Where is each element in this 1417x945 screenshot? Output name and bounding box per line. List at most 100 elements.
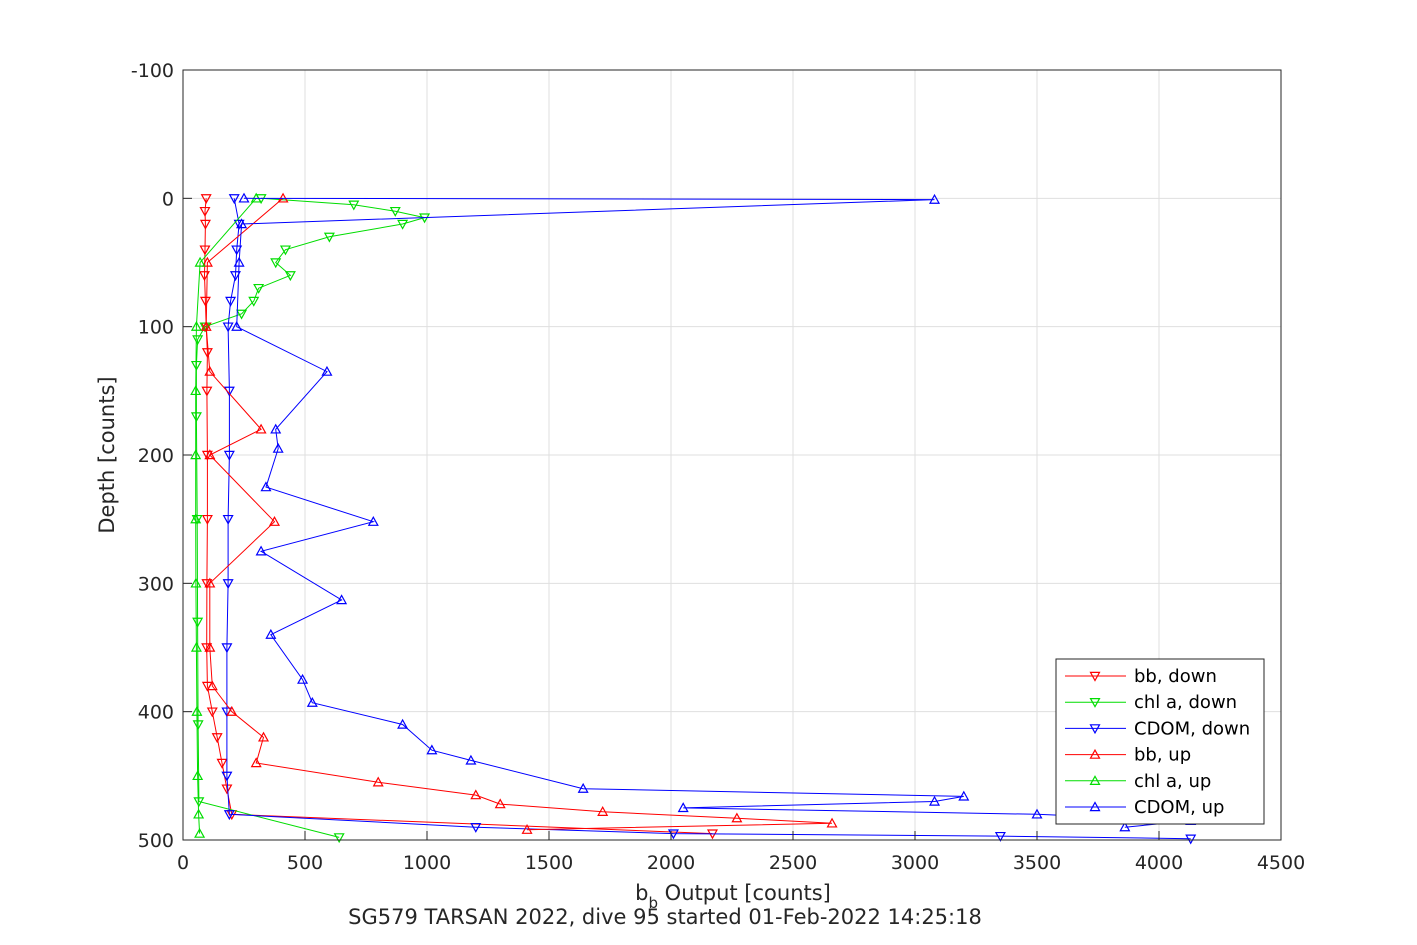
y-tick-label: 500 [138,830,174,852]
data-point [199,206,211,217]
data-point [236,309,248,320]
data-point [238,192,250,203]
data-point [994,831,1006,842]
x-axis-label: bb Output [counts] [635,881,831,912]
series-3 [200,192,838,834]
data-point [597,806,609,816]
data-point [190,641,202,652]
data-point [258,731,270,742]
data-point [223,810,235,821]
data-point [221,771,233,782]
data-point [1185,834,1197,845]
data-point [192,617,204,628]
data-point [929,795,941,806]
data-point [190,577,202,588]
data-point [223,450,235,461]
data-point [929,193,941,204]
data-point [225,296,237,307]
data-point [192,770,204,781]
y-tick-label: 400 [138,702,174,724]
series-5 [231,192,1197,832]
data-point [199,219,211,230]
data-point [397,219,409,230]
data-point [367,515,379,526]
data-point [826,817,838,828]
data-point [191,705,203,716]
data-point [253,283,265,294]
plot-area [190,192,1197,845]
data-point [231,245,243,256]
legend-label: CDOM, up [1134,797,1224,818]
data-point [494,798,506,809]
data-point [193,808,205,819]
x-tick-label: 2000 [647,852,695,874]
x-tick-label: 2500 [769,852,817,874]
data-point [521,823,533,834]
data-point [248,296,260,307]
data-point [265,628,277,639]
y-tick-label: -100 [131,60,174,82]
x-tick-label: 4500 [1257,852,1305,874]
x-tick-label: 1000 [403,852,451,874]
data-point [204,641,216,652]
data-point [200,194,212,205]
data-point [201,386,213,397]
series-line [226,198,1191,840]
x-axis-ticks: 0 500 1000 1500 2000 2500 3000 3500 4000 4500 [177,831,1305,874]
legend-entry: CDOM, down [1065,718,1250,739]
chart-caption: SG579 TARSAN 2022, dive 95 started 01-Fe… [348,905,982,929]
data-point [470,789,482,800]
data-point [260,481,272,492]
data-point [206,707,218,718]
data-point [465,754,477,765]
data-point [204,365,216,376]
data-point [201,514,213,525]
legend-label: chl a, down [1134,692,1237,713]
legend-label: bb, up [1134,745,1191,766]
legend-marker [1089,698,1101,708]
data-point [426,744,438,755]
legend-entry: CDOM, up [1065,797,1224,818]
y-axis-ticks: -100 0 100 200 300 400 500 [131,60,192,852]
y-tick-label: 300 [138,573,174,595]
data-point [255,545,267,556]
legend-marker [1089,748,1101,759]
data-point [200,320,212,331]
series-line [195,197,425,838]
data-point [389,206,401,217]
data-point [199,245,211,256]
data-point [201,579,213,590]
data-point [221,643,233,654]
data-point [190,412,202,423]
data-point [199,296,211,307]
legend-marker [1089,671,1101,682]
data-point [372,776,384,787]
data-point [229,271,241,282]
series-line [195,197,257,834]
x-tick-label: 500 [287,852,323,874]
data-point [306,696,318,707]
data-point [279,245,291,256]
data-point [272,442,284,453]
series-0 [198,194,718,840]
data-point [268,515,281,526]
data-point [194,827,206,838]
x-tick-label: 4000 [1135,852,1183,874]
data-point [222,322,234,333]
data-point [236,218,248,229]
data-point [336,594,348,605]
data-point [231,320,243,331]
legend-entry: chl a, up [1065,771,1211,792]
y-tick-label: 100 [138,317,174,339]
data-point [201,643,213,654]
legend: bb, down chl a, down CDOM, down bb, up chl a… [1055,658,1265,825]
series-line [236,197,1191,828]
data-point [190,449,202,460]
data-point [323,232,335,243]
y-tick-label: 200 [138,445,174,467]
data-point [194,256,206,267]
legend-label: chl a, up [1134,771,1211,792]
data-point [348,200,360,211]
data-point [199,322,211,333]
